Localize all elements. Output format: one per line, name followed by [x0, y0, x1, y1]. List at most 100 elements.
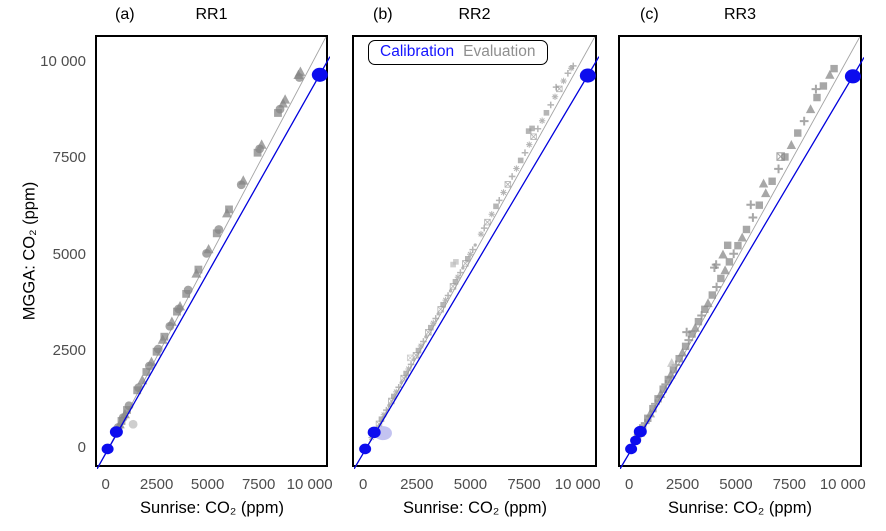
- x-tick-label: 7500: [241, 476, 276, 493]
- y-tick-label: 7500: [52, 149, 86, 167]
- evaluation-point: [526, 141, 533, 148]
- y-tick-label: 2500: [52, 342, 86, 360]
- x-tick-label: 0: [358, 476, 368, 493]
- evaluation-point: [645, 408, 656, 418]
- evaluation-point: [448, 289, 453, 293]
- plot-panel-rr1: [95, 35, 330, 469]
- evaluation-point: [755, 201, 764, 209]
- evaluation-point: [564, 69, 572, 77]
- evaluation-point: [708, 291, 717, 299]
- evaluation-point: [378, 416, 385, 423]
- evaluation-point: [442, 296, 449, 304]
- evaluation-point: [517, 157, 524, 164]
- x-tick-label: 0: [101, 476, 110, 493]
- x-tick-label: 10 000: [819, 476, 866, 493]
- evaluation-point: [742, 225, 751, 234]
- evaluation-point: [734, 241, 742, 250]
- x-tick-label: 2500: [139, 476, 174, 493]
- evaluation-point: [457, 269, 464, 276]
- evaluation-point: [825, 69, 835, 79]
- evaluation-point: [830, 64, 838, 73]
- evaluation-point: [521, 149, 529, 157]
- evaluation-point: [786, 140, 797, 149]
- x-tick-label: 2500: [665, 476, 700, 493]
- evaluation-point: [567, 65, 575, 72]
- panel-tag-a: (a): [115, 6, 135, 23]
- evaluation-point: [280, 94, 291, 104]
- evaluation-point: [725, 258, 734, 266]
- evaluation-point: [453, 259, 459, 265]
- x-tick-label: 0: [624, 476, 634, 493]
- evaluation-point: [659, 385, 667, 393]
- plot-area-rr2: [354, 37, 599, 469]
- evaluation-point: [504, 181, 512, 188]
- evaluation-point: [420, 338, 427, 345]
- evaluation-point: [774, 164, 783, 174]
- plot-area-rr3: [620, 37, 864, 469]
- evaluation-point: [160, 332, 169, 341]
- evaluation-point: [819, 82, 828, 90]
- evaluation-point: [123, 406, 131, 414]
- evaluation-point: [415, 347, 422, 354]
- x-axis-title-a: Sunrise: CO₂ (ppm): [140, 499, 284, 517]
- evaluation-point: [729, 249, 739, 259]
- evaluation-point: [649, 404, 657, 413]
- evaluation-point: [718, 249, 728, 259]
- legend-evaluation-label: Evaluation: [463, 43, 536, 60]
- evaluation-point: [681, 342, 690, 351]
- calibration-point: [109, 426, 123, 438]
- x-tick-label: 7500: [507, 476, 541, 493]
- calibration-point: [367, 426, 381, 439]
- evaluation-point: [538, 117, 546, 124]
- evaluation-point: [530, 133, 537, 140]
- evaluation-point: [225, 205, 233, 214]
- evaluation-point: [666, 369, 676, 379]
- evaluation-point: [805, 104, 816, 114]
- evaluation-point: [669, 365, 678, 374]
- evaluation-point: [403, 370, 409, 377]
- evaluation-point: [488, 211, 495, 218]
- evaluation-point: [194, 265, 203, 274]
- evaluation-point: [128, 419, 138, 429]
- evaluation-point: [746, 200, 756, 210]
- evaluation-point: [477, 230, 485, 238]
- evaluation-point: [748, 213, 758, 222]
- x-tick-label: 5000: [453, 476, 488, 493]
- x-axis-title-c: Sunrise: CO₂ (ppm): [668, 499, 812, 517]
- evaluation-point: [395, 383, 403, 391]
- evaluation-point: [737, 232, 747, 242]
- evaluation-point: [166, 316, 177, 326]
- evaluation-point: [644, 414, 652, 422]
- evaluation-point: [203, 243, 214, 254]
- evaluation-point: [424, 335, 428, 339]
- panel-title-rr3: RR3: [723, 6, 756, 23]
- evaluation-point: [473, 243, 477, 247]
- evaluation-point: [500, 189, 507, 196]
- evaluation-point: [484, 218, 491, 226]
- evaluation-point: [436, 312, 440, 316]
- plot-area-rr1: [97, 37, 330, 469]
- evaluation-point: [393, 388, 400, 396]
- evaluation-point: [469, 246, 477, 253]
- evaluation-point: [569, 62, 577, 70]
- panel-title-rr1: RR1: [195, 6, 228, 23]
- evaluation-point: [183, 285, 193, 295]
- panel-tag-c: (c): [640, 6, 659, 23]
- y-tick-label: 5000: [52, 245, 86, 263]
- x-tick-label: 7500: [772, 476, 807, 493]
- evaluation-point: [175, 301, 185, 311]
- evaluation-point: [703, 298, 713, 308]
- calibration-point: [844, 69, 861, 84]
- evaluation-point: [552, 83, 560, 91]
- evaluation-point: [387, 403, 391, 408]
- evaluation-point: [551, 93, 559, 100]
- evaluation-point: [467, 251, 474, 258]
- evaluation-point: [761, 188, 771, 198]
- evaluation-point: [493, 203, 499, 210]
- x-tick-label: 2500: [400, 476, 434, 493]
- evaluation-point: [380, 411, 388, 418]
- evaluation-point: [461, 266, 465, 270]
- evaluation-point: [701, 305, 709, 314]
- panel-tag-b: (b): [373, 6, 393, 23]
- evaluation-point: [465, 256, 471, 262]
